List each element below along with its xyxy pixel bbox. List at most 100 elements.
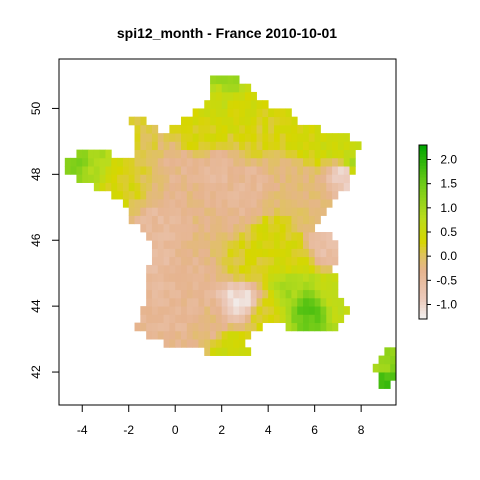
- map-cell: [239, 306, 246, 315]
- map-cell: [308, 281, 316, 291]
- map-cell: [273, 297, 281, 307]
- map-cell: [244, 322, 252, 332]
- map-cell: [303, 256, 310, 266]
- colorbar-segment: [419, 176, 427, 181]
- map-cell: [233, 322, 240, 332]
- map-cell: [163, 314, 170, 324]
- map-cell: [227, 207, 234, 216]
- map-cell: [233, 215, 240, 225]
- map-cell: [175, 297, 182, 307]
- map-cell: [192, 289, 199, 299]
- map-cell: [134, 182, 141, 192]
- map-cell: [221, 141, 228, 151]
- map-cell: [157, 306, 164, 315]
- map-cell: [76, 166, 83, 175]
- colorbar-segment: [419, 304, 427, 308]
- map-cell: [192, 248, 199, 258]
- map-cell: [314, 199, 321, 208]
- x-tick-label: 6: [311, 423, 318, 437]
- map-cell: [192, 149, 199, 159]
- map-cell: [233, 141, 240, 151]
- map-cell: [163, 215, 170, 225]
- map-cell: [279, 166, 286, 175]
- map-cell: [221, 108, 228, 118]
- map-cell: [146, 182, 153, 192]
- map-cell: [239, 330, 246, 340]
- map-cell: [192, 190, 199, 200]
- map-cell: [198, 182, 205, 192]
- map-cell: [314, 281, 321, 291]
- map-cell: [256, 190, 263, 200]
- map-cell: [186, 339, 194, 348]
- map-cell: [88, 157, 95, 167]
- map-cell: [250, 157, 257, 167]
- map-cell: [221, 314, 228, 324]
- map-cell: [233, 124, 240, 134]
- map-cell: [134, 124, 141, 134]
- map-cell: [151, 330, 159, 340]
- map-cell: [314, 264, 321, 274]
- map-cell: [320, 264, 327, 274]
- map-cell: [157, 273, 164, 282]
- map-cell: [244, 133, 252, 142]
- colorbar-segment: [419, 255, 427, 259]
- map-cell: [210, 124, 217, 134]
- map-cell: [210, 322, 217, 332]
- map-cell: [169, 174, 176, 183]
- map-cell: [239, 157, 246, 167]
- map-cell: [175, 141, 182, 151]
- map-cell: [163, 190, 170, 200]
- map-cell: [93, 174, 101, 183]
- map-cell: [192, 297, 199, 307]
- map-cell: [291, 133, 298, 142]
- map-cell: [175, 199, 182, 208]
- map-cell: [169, 166, 176, 175]
- map-cell: [186, 273, 194, 282]
- map-cell: [262, 314, 269, 324]
- map-cell: [337, 306, 345, 315]
- map-cell: [198, 141, 205, 151]
- map-cell: [250, 182, 257, 192]
- map-cell: [233, 223, 240, 233]
- map-cell: [210, 264, 217, 274]
- map-cell: [181, 264, 188, 274]
- map-cell: [221, 297, 228, 307]
- map-cell: [186, 289, 194, 299]
- y-axis: 42 44 46 48 50: [29, 101, 60, 379]
- map-cell: [268, 240, 275, 249]
- map-cell: [273, 149, 281, 159]
- map-cell: [268, 157, 275, 167]
- map-cell: [186, 166, 194, 175]
- map-cell: [250, 232, 257, 241]
- map-cell: [308, 322, 316, 332]
- map-cell: [146, 330, 153, 340]
- map-cell: [297, 174, 304, 183]
- map-cell: [186, 149, 194, 159]
- map-cell: [250, 314, 257, 324]
- map-cell: [268, 174, 275, 183]
- map-cell: [210, 339, 217, 348]
- map-cell: [146, 166, 153, 175]
- map-cell: [210, 232, 217, 241]
- map-cell: [204, 190, 211, 200]
- map-cell: [250, 116, 257, 126]
- map-cell: [227, 314, 234, 324]
- map-cell: [186, 133, 194, 142]
- colorbar-tick-label: 2.0: [440, 153, 457, 167]
- map-cell: [151, 199, 159, 208]
- map-cell: [215, 339, 223, 348]
- map-cell: [256, 199, 263, 208]
- map-cell: [157, 157, 164, 167]
- map-cell: [314, 133, 321, 142]
- map-cell: [221, 91, 228, 101]
- map-cell: [181, 166, 188, 175]
- map-cell: [157, 190, 164, 200]
- map-cell: [117, 166, 124, 175]
- map-cell: [221, 149, 228, 159]
- map-cell: [291, 232, 298, 241]
- map-cell: [198, 190, 205, 200]
- map-cell: [204, 339, 211, 348]
- map-cell: [198, 174, 205, 183]
- map-cell: [151, 190, 159, 200]
- map-cell: [186, 223, 194, 233]
